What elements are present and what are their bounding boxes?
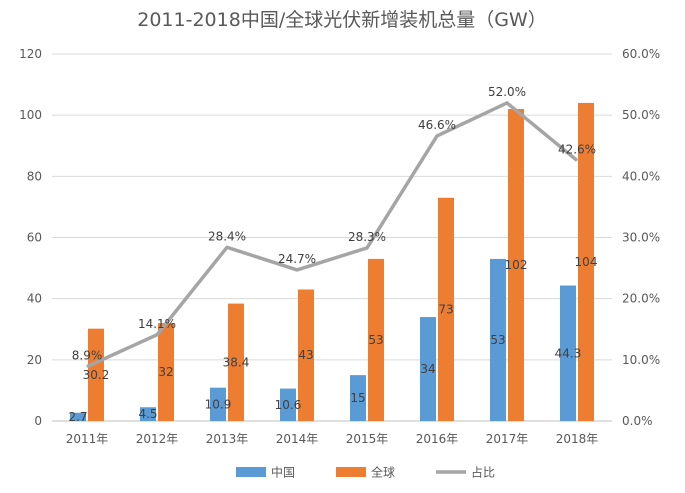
y-left-tick-label: 100 <box>19 108 42 122</box>
bar-global <box>298 289 314 421</box>
legend-swatch <box>236 467 266 477</box>
share-point <box>156 334 158 336</box>
axis-ticks: 0 0.0% 20 10.0% 40 20.0% 60 30.0% 80 40.0% 100 50.0… <box>19 47 660 446</box>
chart-title: 2011-2018中国/全球光伏新增装机总量（GW） <box>137 9 546 31</box>
bar-china <box>280 388 296 421</box>
y-left-tick-label: 120 <box>19 47 42 61</box>
legend-swatch <box>336 467 366 477</box>
x-tick-label: 2013年 <box>206 432 249 446</box>
bar-china <box>490 258 506 421</box>
x-tick-label: 2014年 <box>276 432 319 446</box>
bar-china <box>140 407 156 421</box>
gridlines <box>52 53 612 422</box>
data-label-global: 104 <box>575 255 598 269</box>
data-label-share: 8.9% <box>72 349 103 363</box>
bar-china <box>210 387 226 421</box>
share-point <box>436 135 438 137</box>
share-point <box>226 246 228 248</box>
bar-china <box>420 317 436 421</box>
share-point <box>576 159 578 161</box>
data-label-share: 52.0% <box>488 85 526 99</box>
data-label-china: 2.7 <box>68 410 87 424</box>
line-marks <box>86 101 579 369</box>
bar-global <box>158 323 174 421</box>
legend-label: 占比 <box>471 465 495 480</box>
data-label-share: 28.3% <box>348 230 386 244</box>
share-point <box>86 366 88 368</box>
data-label-china: 44.3 <box>555 346 582 360</box>
legend: 中国 全球 占比 <box>236 465 495 480</box>
data-label-share: 42.6% <box>558 142 596 156</box>
data-label-china: 10.6 <box>275 398 302 412</box>
data-label-global: 38.4 <box>223 355 250 369</box>
bar-china <box>560 285 576 421</box>
y-right-tick-label: 60.0% <box>622 47 660 61</box>
data-label-global: 32 <box>158 365 173 379</box>
bar-china <box>70 412 86 421</box>
y-right-tick-label: 20.0% <box>622 292 660 306</box>
share-point <box>366 247 368 249</box>
share-point <box>506 102 508 104</box>
x-tick-label: 2011年 <box>66 432 109 446</box>
legend-label: 中国 <box>271 465 295 480</box>
x-tick-label: 2018年 <box>556 432 599 446</box>
bar-global <box>88 328 104 421</box>
bar-global <box>438 197 454 421</box>
legend-label: 全球 <box>371 465 395 480</box>
share-line <box>86 101 579 369</box>
bar-global <box>578 102 594 421</box>
data-label-share: 24.7% <box>278 252 316 266</box>
y-right-tick-label: 30.0% <box>622 231 660 245</box>
data-label-china: 53 <box>490 333 505 347</box>
bar-global <box>508 109 524 422</box>
x-tick-label: 2017年 <box>486 432 529 446</box>
y-left-tick-label: 80 <box>27 169 42 183</box>
data-label-china: 4.5 <box>138 407 157 421</box>
bar-marks <box>70 102 594 422</box>
y-right-tick-label: 40.0% <box>622 169 660 183</box>
data-label-global: 43 <box>298 348 313 362</box>
y-left-tick-label: 20 <box>27 353 42 367</box>
data-labels: 2.7 4.5 10.9 10.6 15 34 53 44.3 30.2 32 38.4 43 53 73… <box>68 85 597 424</box>
y-right-tick-label: 10.0% <box>622 353 660 367</box>
x-tick-label: 2016年 <box>416 432 459 446</box>
share-point <box>296 269 298 271</box>
bar-global <box>368 258 384 421</box>
data-label-china: 15 <box>350 391 365 405</box>
y-left-tick-label: 40 <box>27 292 42 306</box>
data-label-share: 46.6% <box>418 118 456 132</box>
data-label-global: 73 <box>438 302 453 316</box>
y-right-tick-label: 0.0% <box>622 414 653 428</box>
data-label-china: 34 <box>420 362 435 376</box>
y-right-tick-label: 50.0% <box>622 108 660 122</box>
y-left-tick-label: 60 <box>27 231 42 245</box>
y-left-tick-label: 0 <box>34 414 42 428</box>
data-label-global: 102 <box>505 258 528 272</box>
bar-china <box>350 375 366 421</box>
data-label-share: 28.4% <box>208 229 246 243</box>
data-label-global: 30.2 <box>83 368 110 382</box>
bar-global <box>228 303 244 421</box>
x-tick-label: 2015年 <box>346 432 389 446</box>
data-label-share: 14.1% <box>138 317 176 331</box>
x-tick-label: 2012年 <box>136 432 179 446</box>
data-label-global: 53 <box>368 333 383 347</box>
data-label-china: 10.9 <box>205 397 232 411</box>
